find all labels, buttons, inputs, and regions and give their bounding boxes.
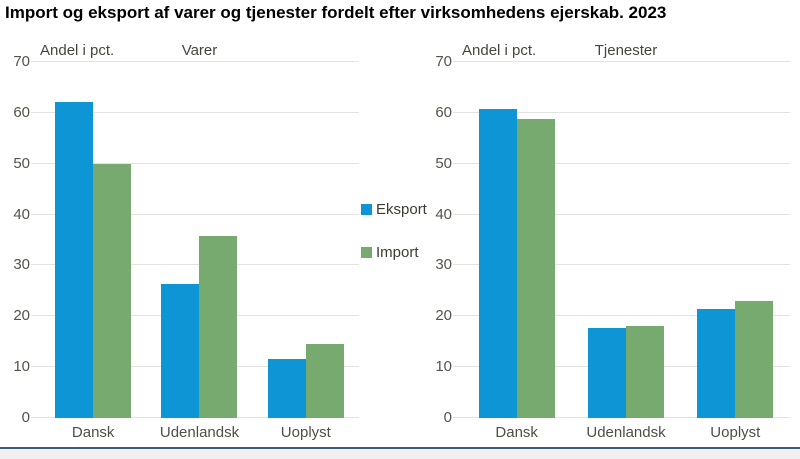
y-tick-label-30: 30 (13, 256, 30, 274)
category-slot-uoplyst (253, 62, 359, 418)
chart-varer: Andel i pct. Varer Dansk Udenlandsk Uoplys… (0, 40, 359, 446)
gridline-60 (453, 111, 790, 113)
footer-strip (0, 449, 800, 459)
category-label-udenlandsk: Udenlandsk (586, 424, 666, 441)
bar-import-udenlandsk (625, 326, 664, 418)
legend-label-import: Import (376, 244, 419, 261)
category-slot-udenlandsk (571, 62, 680, 418)
category-slot-dansk (40, 62, 146, 418)
bar-import-dansk (516, 118, 555, 418)
chart-title-varer: Varer (181, 42, 218, 59)
y-axis-unit-label: Andel i pct. (40, 42, 115, 59)
bar-import-uoplyst (735, 301, 774, 418)
legend-item-import: Import (361, 244, 425, 261)
bar-pair (478, 109, 555, 418)
gridline-70 (453, 61, 790, 62)
category-slot-udenlandsk (146, 62, 252, 418)
bar-import-dansk (93, 164, 132, 418)
gridline-20 (453, 315, 790, 317)
bar-pair (697, 301, 774, 418)
bar-slots (40, 62, 359, 418)
category-label-uoplyst: Uoplyst (280, 424, 331, 441)
category-label-udenlandsk: Udenlandsk (159, 424, 240, 441)
chart-tjenester: Andel i pct. Tjenester Dansk Udenlandsk Uo… (422, 40, 790, 446)
gridline-60 (31, 111, 359, 113)
category-label-uoplyst: Uoplyst (710, 424, 761, 441)
plot-area-varer (31, 61, 359, 418)
gridline-40 (453, 213, 790, 215)
y-tick-label-0: 0 (21, 409, 30, 426)
chart-title-tjenester: Tjenester (594, 42, 658, 59)
bar-eksport-uoplyst (267, 358, 306, 418)
x-axis-category-labels: Dansk Udenlandsk Uoplyst (462, 424, 790, 444)
gridline-50 (31, 162, 359, 164)
y-tick-label-60: 60 (435, 103, 452, 121)
page-title: Import og eksport af varer og tjenester … (5, 3, 667, 22)
bar-pair (587, 326, 664, 418)
import-swatch-icon (361, 247, 372, 258)
bar-slots (462, 62, 790, 418)
bar-pair (267, 344, 344, 418)
legend-item-eksport: Eksport (361, 201, 427, 218)
category-label-dansk: Dansk (495, 424, 538, 441)
category-label-dansk: Dansk (71, 424, 115, 441)
bar-pair (55, 102, 132, 418)
x-axis-category-labels: Dansk Udenlandsk Uoplyst (40, 424, 359, 444)
y-tick-label-70: 70 (435, 53, 452, 70)
y-tick-label-40: 40 (13, 205, 30, 223)
footer-divider-bar (0, 447, 800, 449)
plot-area-tjenester (453, 61, 790, 418)
gridline-70 (31, 61, 359, 62)
y-tick-label-40: 40 (435, 205, 452, 223)
bar-eksport-uoplyst (697, 309, 736, 418)
bar-eksport-udenlandsk (161, 284, 200, 418)
gridline-40 (31, 213, 359, 215)
y-tick-label-50: 50 (13, 154, 30, 172)
bar-pair (161, 235, 238, 418)
bar-eksport-dansk (55, 102, 94, 418)
y-tick-label-10: 10 (435, 358, 452, 376)
category-slot-uoplyst (681, 62, 790, 418)
y-tick-label-20: 20 (435, 307, 452, 325)
bar-import-udenlandsk (199, 235, 238, 418)
y-tick-label-30: 30 (435, 256, 452, 274)
y-tick-label-0: 0 (443, 409, 452, 426)
y-tick-label-60: 60 (13, 103, 30, 121)
y-tick-label-10: 10 (13, 358, 30, 376)
legend: Eksport Import (361, 201, 427, 287)
y-tick-label-20: 20 (13, 307, 30, 325)
category-slot-dansk (462, 62, 571, 418)
legend-label-eksport: Eksport (376, 201, 427, 218)
gridline-30 (453, 264, 790, 266)
y-tick-label-70: 70 (13, 53, 30, 70)
gridline-30 (31, 264, 359, 266)
eksport-swatch-icon (361, 204, 372, 215)
gridline-50 (453, 162, 790, 164)
bar-eksport-udenlandsk (587, 327, 626, 418)
bar-import-uoplyst (305, 344, 344, 418)
y-tick-label-50: 50 (435, 154, 452, 172)
y-axis-unit-label: Andel i pct. (462, 42, 537, 59)
bar-eksport-dansk (478, 109, 517, 418)
